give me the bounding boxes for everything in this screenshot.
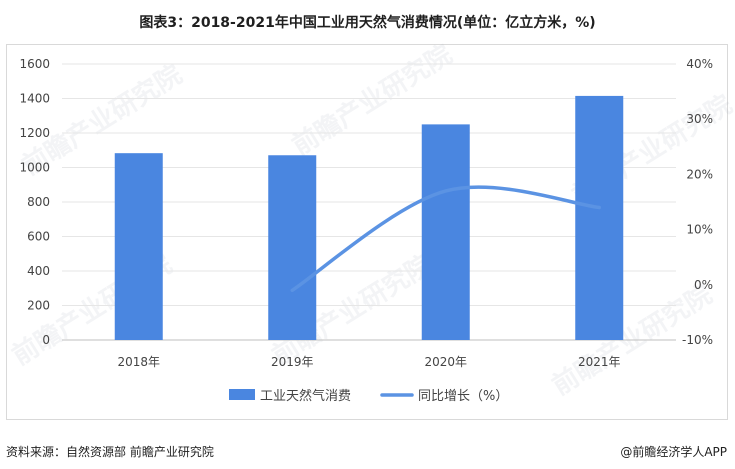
y-left-tick-label: 200	[27, 299, 50, 313]
y-left-tick-label: 600	[27, 230, 50, 244]
y-left-tick-label: 800	[27, 195, 50, 209]
x-tick-label: 2019年	[271, 355, 314, 369]
bar	[114, 153, 163, 340]
bar	[268, 155, 317, 340]
legend-swatch-bar	[229, 389, 255, 400]
y-left-tick-label: 1400	[19, 92, 50, 106]
y-right-tick-label: 10%	[686, 223, 713, 237]
legend-label-line: 同比增长（%）	[418, 389, 508, 404]
brand-note: @前瞻经济学人APP	[620, 445, 727, 459]
legend-label-bar: 工业天然气消费	[260, 388, 351, 404]
source-note: 资料来源：自然资源部 前瞻产业研究院	[6, 445, 214, 459]
y-right-tick-label: 40%	[686, 57, 713, 71]
bar	[421, 124, 470, 340]
y-right-tick-label: 30%	[686, 112, 713, 126]
x-tick-label: 2021年	[578, 355, 621, 369]
x-tick-label: 2018年	[117, 355, 160, 369]
y-left-tick-label: 0	[42, 333, 50, 347]
growth-line	[290, 185, 601, 293]
x-tick-label: 2020年	[424, 355, 467, 369]
y-right-tick-label: 20%	[686, 167, 713, 181]
y-right-tick-label: -10%	[682, 333, 713, 347]
chart-frame	[6, 44, 728, 420]
y-left-tick-label: 1600	[19, 57, 50, 71]
y-left-tick-label: 1000	[19, 161, 50, 175]
y-left-tick-label: 400	[27, 264, 50, 278]
y-right-tick-label: 0%	[694, 278, 713, 292]
y-left-tick-label: 1200	[19, 126, 50, 140]
chart-title: 图表3：2018-2021年中国工业用天然气消费情况(单位：亿立方米，%)	[139, 15, 596, 31]
bar	[575, 95, 624, 340]
